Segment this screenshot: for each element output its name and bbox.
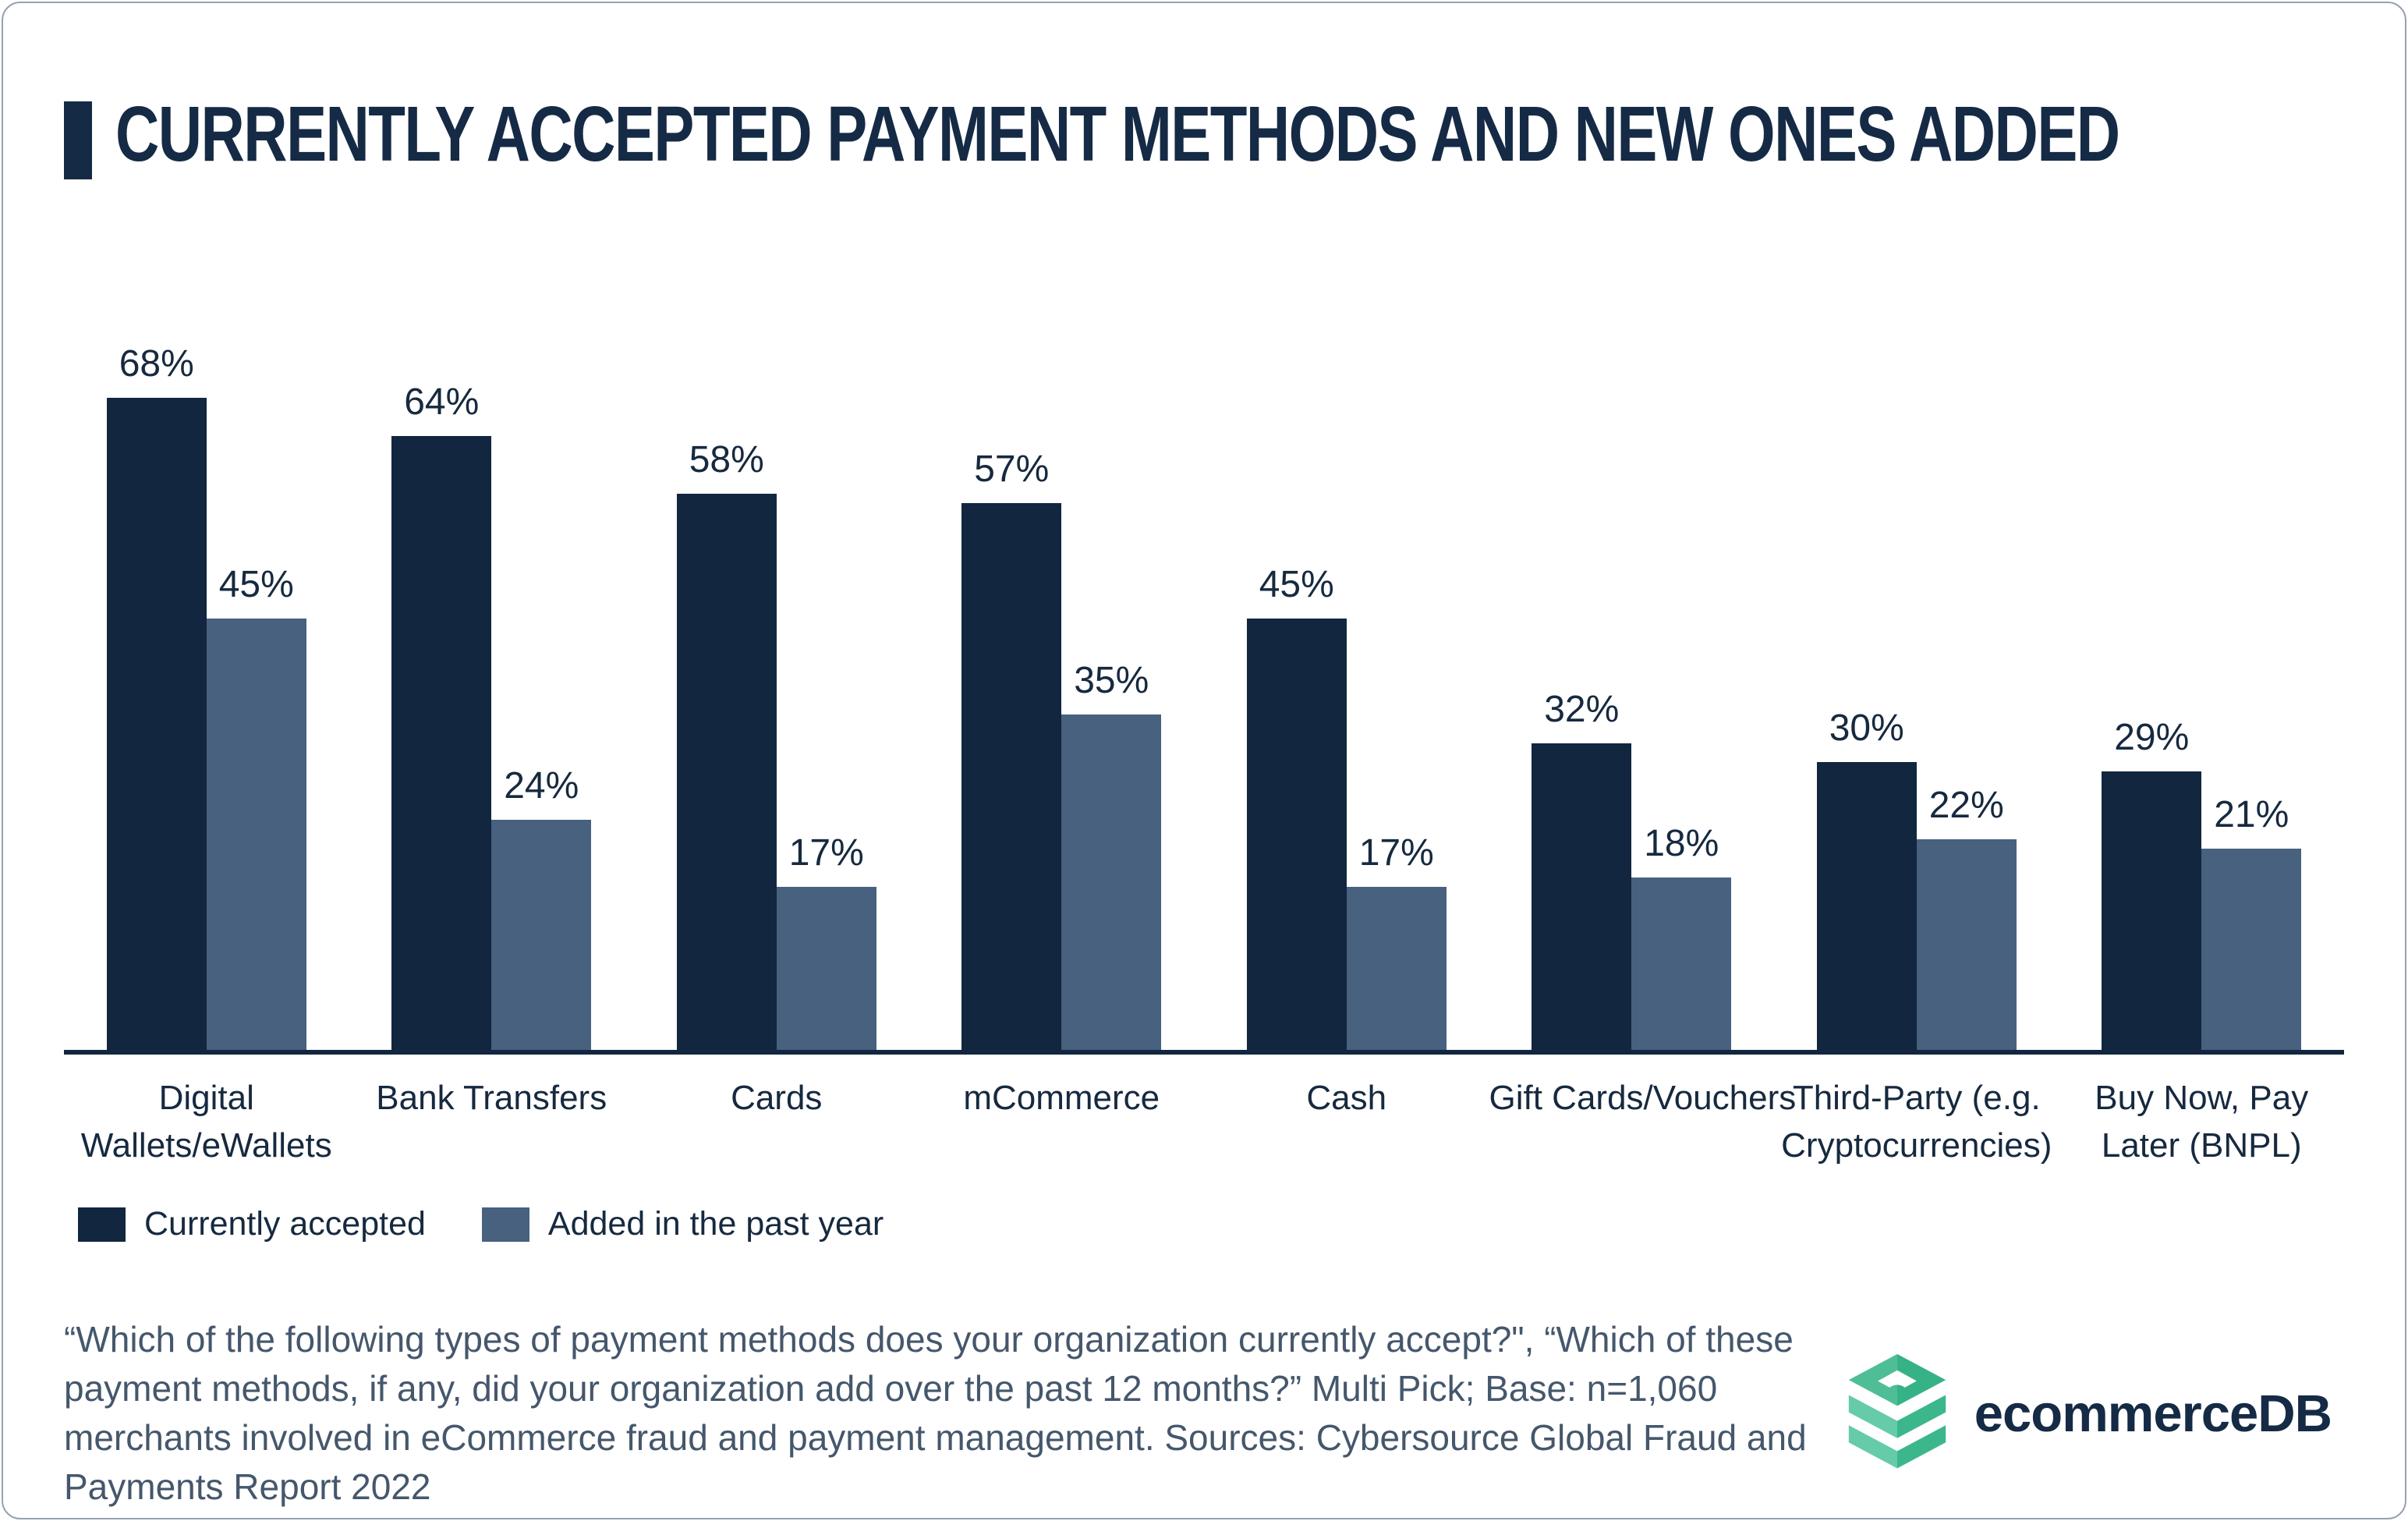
bar-added-in-the-past-year-buy-now-pay-later-bnpl [2201, 849, 2302, 1050]
bar-group-buy-now-pay-later-bnpl: 29% 21% [2059, 343, 2345, 1050]
ecommercedb-logo: ecommerceDB [1842, 1354, 2332, 1473]
legend-label: Currently accepted [144, 1205, 426, 1243]
bar-group-bank-transfers: 64% 24% [349, 343, 635, 1050]
legend-swatch-added-past-year [481, 1207, 529, 1242]
bar-currently-accepted-cards [676, 494, 777, 1050]
bar-value-label: 21% [2214, 794, 2289, 835]
bar-value-label: 68% [119, 343, 194, 385]
bar-added-in-the-past-year-cash [1346, 887, 1447, 1050]
bar-col-added-in-the-past-year-digital-wallets-ewallets: 45% [206, 563, 306, 1050]
source-footnote: “Which of the following types of payment… [64, 1319, 1807, 1508]
title-row: CURRENTLY ACCEPTED PAYMENT METHODS AND N… [64, 94, 2344, 179]
footer-row: “Which of the following types of payment… [64, 1315, 2344, 1512]
bar-value-label: 57% [974, 448, 1050, 490]
bar-value-label: 22% [1928, 785, 2004, 826]
logo-text: ecommerceDB [1974, 1384, 2332, 1443]
category-label-bank-transfers: Bank Transfers [376, 1079, 607, 1117]
bar-col-currently-accepted-cards: 58% [676, 438, 777, 1050]
bar-group-cash: 45% 17% [1204, 343, 1489, 1050]
bar-value-label: 45% [1259, 564, 1334, 605]
category-label-cards: Cards [731, 1079, 823, 1117]
card-content: CURRENTLY ACCEPTED PAYMENT METHODS AND N… [3, 3, 2405, 1518]
bar-added-in-the-past-year-digital-wallets-ewallets [206, 619, 306, 1050]
bar-col-currently-accepted-bank-transfers: 64% [391, 381, 492, 1050]
bar-col-currently-accepted-mcommerce: 57% [961, 448, 1062, 1050]
bar-col-currently-accepted-cash: 45% [1246, 563, 1347, 1050]
bar-value-label: 29% [2114, 717, 2190, 758]
bar-group-digital-wallets-ewallets: 68% 45% [64, 343, 349, 1050]
bar-group-gift-cards-vouchers: 32% 18% [1489, 343, 1775, 1050]
legend-item-added-past-year: Added in the past year [481, 1205, 884, 1243]
bar-value-label: 45% [218, 564, 294, 605]
page-title: CURRENTLY ACCEPTED PAYMENT METHODS AND N… [115, 90, 2120, 178]
category-label-third-party-e-g-cryptocurrencies: Third-Party (e.g. Cryptocurrencies) [1781, 1079, 2052, 1165]
bar-col-currently-accepted-gift-cards-vouchers: 32% [1532, 688, 1632, 1050]
bar-col-added-in-the-past-year-cards: 17% [776, 831, 876, 1050]
bar-currently-accepted-digital-wallets-ewallets [106, 398, 207, 1050]
bar-added-in-the-past-year-gift-cards-vouchers [1631, 878, 1732, 1050]
category-axis-labels: Digital Wallets/eWallets Bank Transfers Car… [64, 1075, 2344, 1169]
category-label-mcommerce: mCommerce [963, 1079, 1160, 1117]
bar-col-added-in-the-past-year-third-party-e-g-cryptocurrencies: 22% [1916, 784, 2017, 1050]
bar-value-label: 58% [689, 439, 764, 480]
bar-group-mcommerce: 57% 35% [919, 343, 1205, 1050]
legend-item-currently-accepted: Currently accepted [78, 1205, 426, 1243]
category-label-gift-cards-vouchers: Gift Cards/Vouchers [1489, 1079, 1797, 1117]
bar-col-currently-accepted-buy-now-pay-later-bnpl: 29% [2102, 716, 2202, 1050]
category-label-cash: Cash [1306, 1079, 1387, 1117]
bar-value-label: 18% [1644, 823, 1719, 864]
bar-added-in-the-past-year-third-party-e-g-cryptocurrencies [1916, 839, 2017, 1050]
bar-currently-accepted-third-party-e-g-cryptocurrencies [1816, 762, 1917, 1050]
legend-swatch-currently-accepted [78, 1207, 126, 1242]
bar-value-label: 35% [1074, 660, 1149, 701]
bar-col-added-in-the-past-year-mcommerce: 35% [1061, 659, 1162, 1050]
category-label-digital-wallets-ewallets: Digital Wallets/eWallets [80, 1079, 332, 1165]
bar-added-in-the-past-year-bank-transfers [491, 820, 592, 1050]
bar-value-label: 17% [1358, 832, 1434, 874]
bar-col-added-in-the-past-year-gift-cards-vouchers: 18% [1631, 822, 1732, 1050]
bar-currently-accepted-mcommerce [961, 503, 1062, 1050]
bar-added-in-the-past-year-cards [776, 887, 876, 1050]
bar-group-cards: 58% 17% [634, 343, 919, 1050]
legend-label: Added in the past year [547, 1205, 884, 1243]
bar-added-in-the-past-year-mcommerce [1061, 714, 1162, 1050]
bar-currently-accepted-bank-transfers [391, 436, 492, 1050]
bar-col-added-in-the-past-year-buy-now-pay-later-bnpl: 21% [2201, 793, 2302, 1050]
bar-value-label: 30% [1829, 707, 1904, 749]
ecommercedb-stack-icon [1848, 1354, 1946, 1469]
title-accent-block [64, 101, 92, 179]
plot-area: 68% 45% 64% 24% 58% 17% 57% 35% 45% 17% 32% 18% 30% 2… [64, 343, 2344, 1055]
bar-currently-accepted-buy-now-pay-later-bnpl [2102, 771, 2202, 1050]
bar-group-third-party-e-g-cryptocurrencies: 30% 22% [1774, 343, 2059, 1050]
bar-col-added-in-the-past-year-bank-transfers: 24% [491, 764, 592, 1050]
bar-col-currently-accepted-digital-wallets-ewallets: 68% [106, 342, 207, 1050]
bar-col-currently-accepted-third-party-e-g-cryptocurrencies: 30% [1816, 707, 1917, 1050]
bar-currently-accepted-gift-cards-vouchers [1532, 743, 1632, 1050]
bar-currently-accepted-cash [1246, 619, 1347, 1050]
bar-value-label: 24% [504, 765, 579, 807]
bar-value-label: 17% [788, 832, 864, 874]
bar-col-added-in-the-past-year-cash: 17% [1346, 831, 1447, 1050]
bar-value-label: 64% [404, 381, 480, 423]
bar-value-label: 32% [1544, 689, 1620, 730]
category-label-buy-now-pay-later-bnpl: Buy Now, Pay Later (BNPL) [2095, 1079, 2309, 1165]
legend: Currently accepted Added in the past yea… [78, 1205, 2344, 1243]
